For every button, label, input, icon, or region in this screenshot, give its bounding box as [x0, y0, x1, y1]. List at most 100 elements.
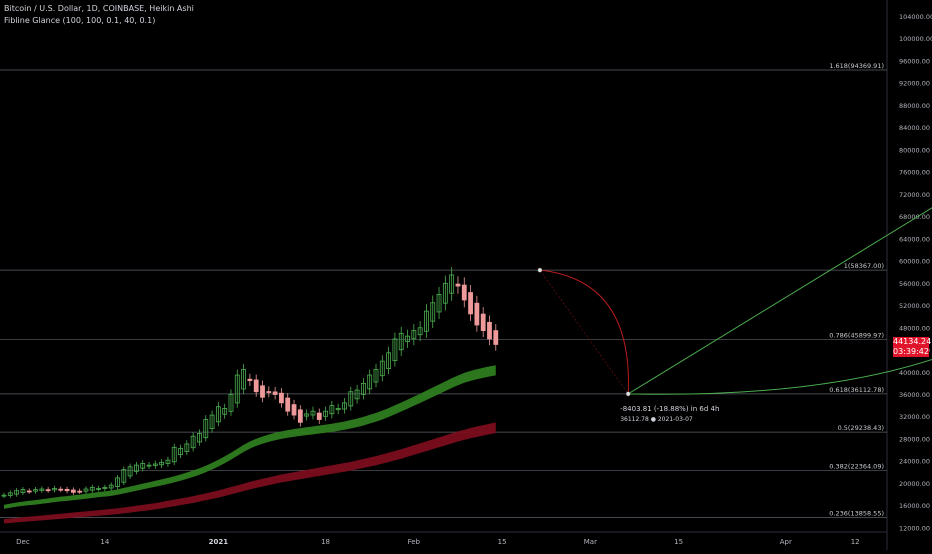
fib-level-label: 0.236(13858.55)	[829, 510, 884, 518]
candle-body	[398, 332, 404, 351]
candle-body	[165, 459, 171, 464]
candle-body	[285, 397, 291, 412]
candle-body	[33, 489, 38, 492]
candle-body	[20, 489, 26, 493]
candle-body	[127, 466, 133, 477]
candle-body	[39, 488, 45, 491]
y-tick-label: 88000.00	[899, 102, 930, 110]
candle-body	[184, 443, 190, 452]
x-tick-label: 15	[674, 538, 683, 546]
drop-chord	[539, 269, 629, 395]
candle-body	[77, 490, 83, 493]
candle-body	[329, 405, 335, 415]
drop-arc	[539, 269, 629, 394]
candle-body	[373, 369, 379, 383]
candle-body	[247, 378, 253, 382]
red-ma-band	[4, 422, 496, 524]
x-tick-label: 12	[851, 538, 860, 546]
candle-body	[26, 490, 32, 493]
candle-body	[14, 490, 20, 495]
y-tick-label: 12000.00	[899, 524, 930, 532]
candle-body	[487, 321, 492, 340]
candle-body	[108, 484, 114, 489]
candle-body	[222, 407, 228, 415]
candle-body	[1, 494, 7, 497]
candle-body	[134, 464, 139, 472]
last-price-tag: 44134.24	[893, 337, 932, 347]
y-tick-label: 56000.00	[899, 280, 930, 288]
candle-body	[89, 486, 95, 491]
candle-body	[468, 292, 473, 315]
candle-body	[310, 410, 316, 416]
y-tick-label: 32000.00	[899, 413, 930, 421]
candle-body	[272, 391, 278, 395]
pivot-point	[537, 267, 543, 273]
x-tick-label: 2021	[209, 538, 229, 546]
pivot-point	[625, 391, 631, 397]
y-tick-label: 36000.00	[899, 391, 930, 399]
y-tick-label: 64000.00	[899, 235, 930, 243]
candle-body	[493, 330, 499, 345]
candle-body	[417, 327, 423, 336]
candle-body	[436, 294, 442, 313]
candle-body	[190, 435, 196, 449]
x-tick-label: 15	[498, 538, 507, 546]
candle-body	[354, 389, 360, 400]
candle-body	[146, 464, 152, 467]
candle-body	[253, 379, 259, 393]
candle-body	[461, 284, 467, 301]
fib-level-label: 1(58367.00)	[844, 262, 884, 270]
rise-arc	[628, 358, 932, 395]
x-tick-label: 14	[100, 538, 109, 546]
y-tick-label: 80000.00	[899, 146, 930, 154]
candle-body	[102, 486, 108, 489]
y-tick-label: 52000.00	[899, 302, 930, 310]
candle-body	[367, 374, 373, 390]
fib-level-label: 0.5(29238.43)	[838, 424, 884, 432]
candle-body	[480, 313, 486, 331]
candle-body	[178, 448, 183, 455]
candle-body	[58, 488, 64, 491]
candle-body	[152, 463, 158, 466]
candle-body	[96, 488, 101, 490]
red-ma-band-fill	[4, 422, 496, 524]
candle-body	[411, 330, 417, 340]
candle-body	[342, 402, 347, 410]
y-tick-label: 68000.00	[899, 213, 930, 221]
y-tick-label: 24000.00	[899, 458, 930, 466]
candle-body	[297, 409, 303, 423]
candle-body	[140, 463, 146, 469]
y-tick-label: 60000.00	[899, 258, 930, 266]
rise-line	[627, 207, 932, 395]
candle-body	[405, 335, 410, 342]
candle-body	[64, 488, 70, 492]
x-tick-label: Dec	[16, 538, 30, 546]
indicator-title: Fibline Glance (100, 100, 0.1, 40, 0.1)	[4, 16, 156, 25]
fib-level-label: 0.786(45899.97)	[829, 331, 884, 339]
candle-body	[7, 492, 13, 496]
x-tick-label: Feb	[408, 538, 421, 546]
x-tick-label: Apr	[780, 538, 792, 546]
candle-body	[215, 406, 221, 423]
countdown-tag: 03:39:42	[893, 347, 929, 357]
y-tick-label: 84000.00	[899, 124, 930, 132]
candle-body	[279, 392, 284, 404]
y-tick-label: 28000.00	[899, 435, 930, 443]
x-tick-label: 18	[321, 538, 330, 546]
candle-body	[45, 489, 51, 492]
symbol-title: Bitcoin / U.S. Dollar, 1D, COINBASE, Hei…	[4, 4, 194, 13]
drop-point-label: 36112.78 ● 2021-03-07	[620, 416, 693, 423]
candle-body	[442, 282, 448, 304]
fib-level-label: 0.618(36112.78)	[829, 386, 884, 394]
candle-body	[449, 274, 455, 294]
candle-body	[304, 413, 310, 417]
candle-body	[70, 489, 76, 493]
candle-body	[260, 385, 265, 398]
x-tick-label: Mar	[584, 538, 597, 546]
candle-body	[392, 338, 398, 362]
drop-change-label: -8403.81 (-18.88%) in 6d 4h	[620, 405, 719, 413]
candle-body	[209, 414, 215, 430]
candle-body	[159, 461, 165, 466]
y-tick-label: 20000.00	[899, 480, 930, 488]
